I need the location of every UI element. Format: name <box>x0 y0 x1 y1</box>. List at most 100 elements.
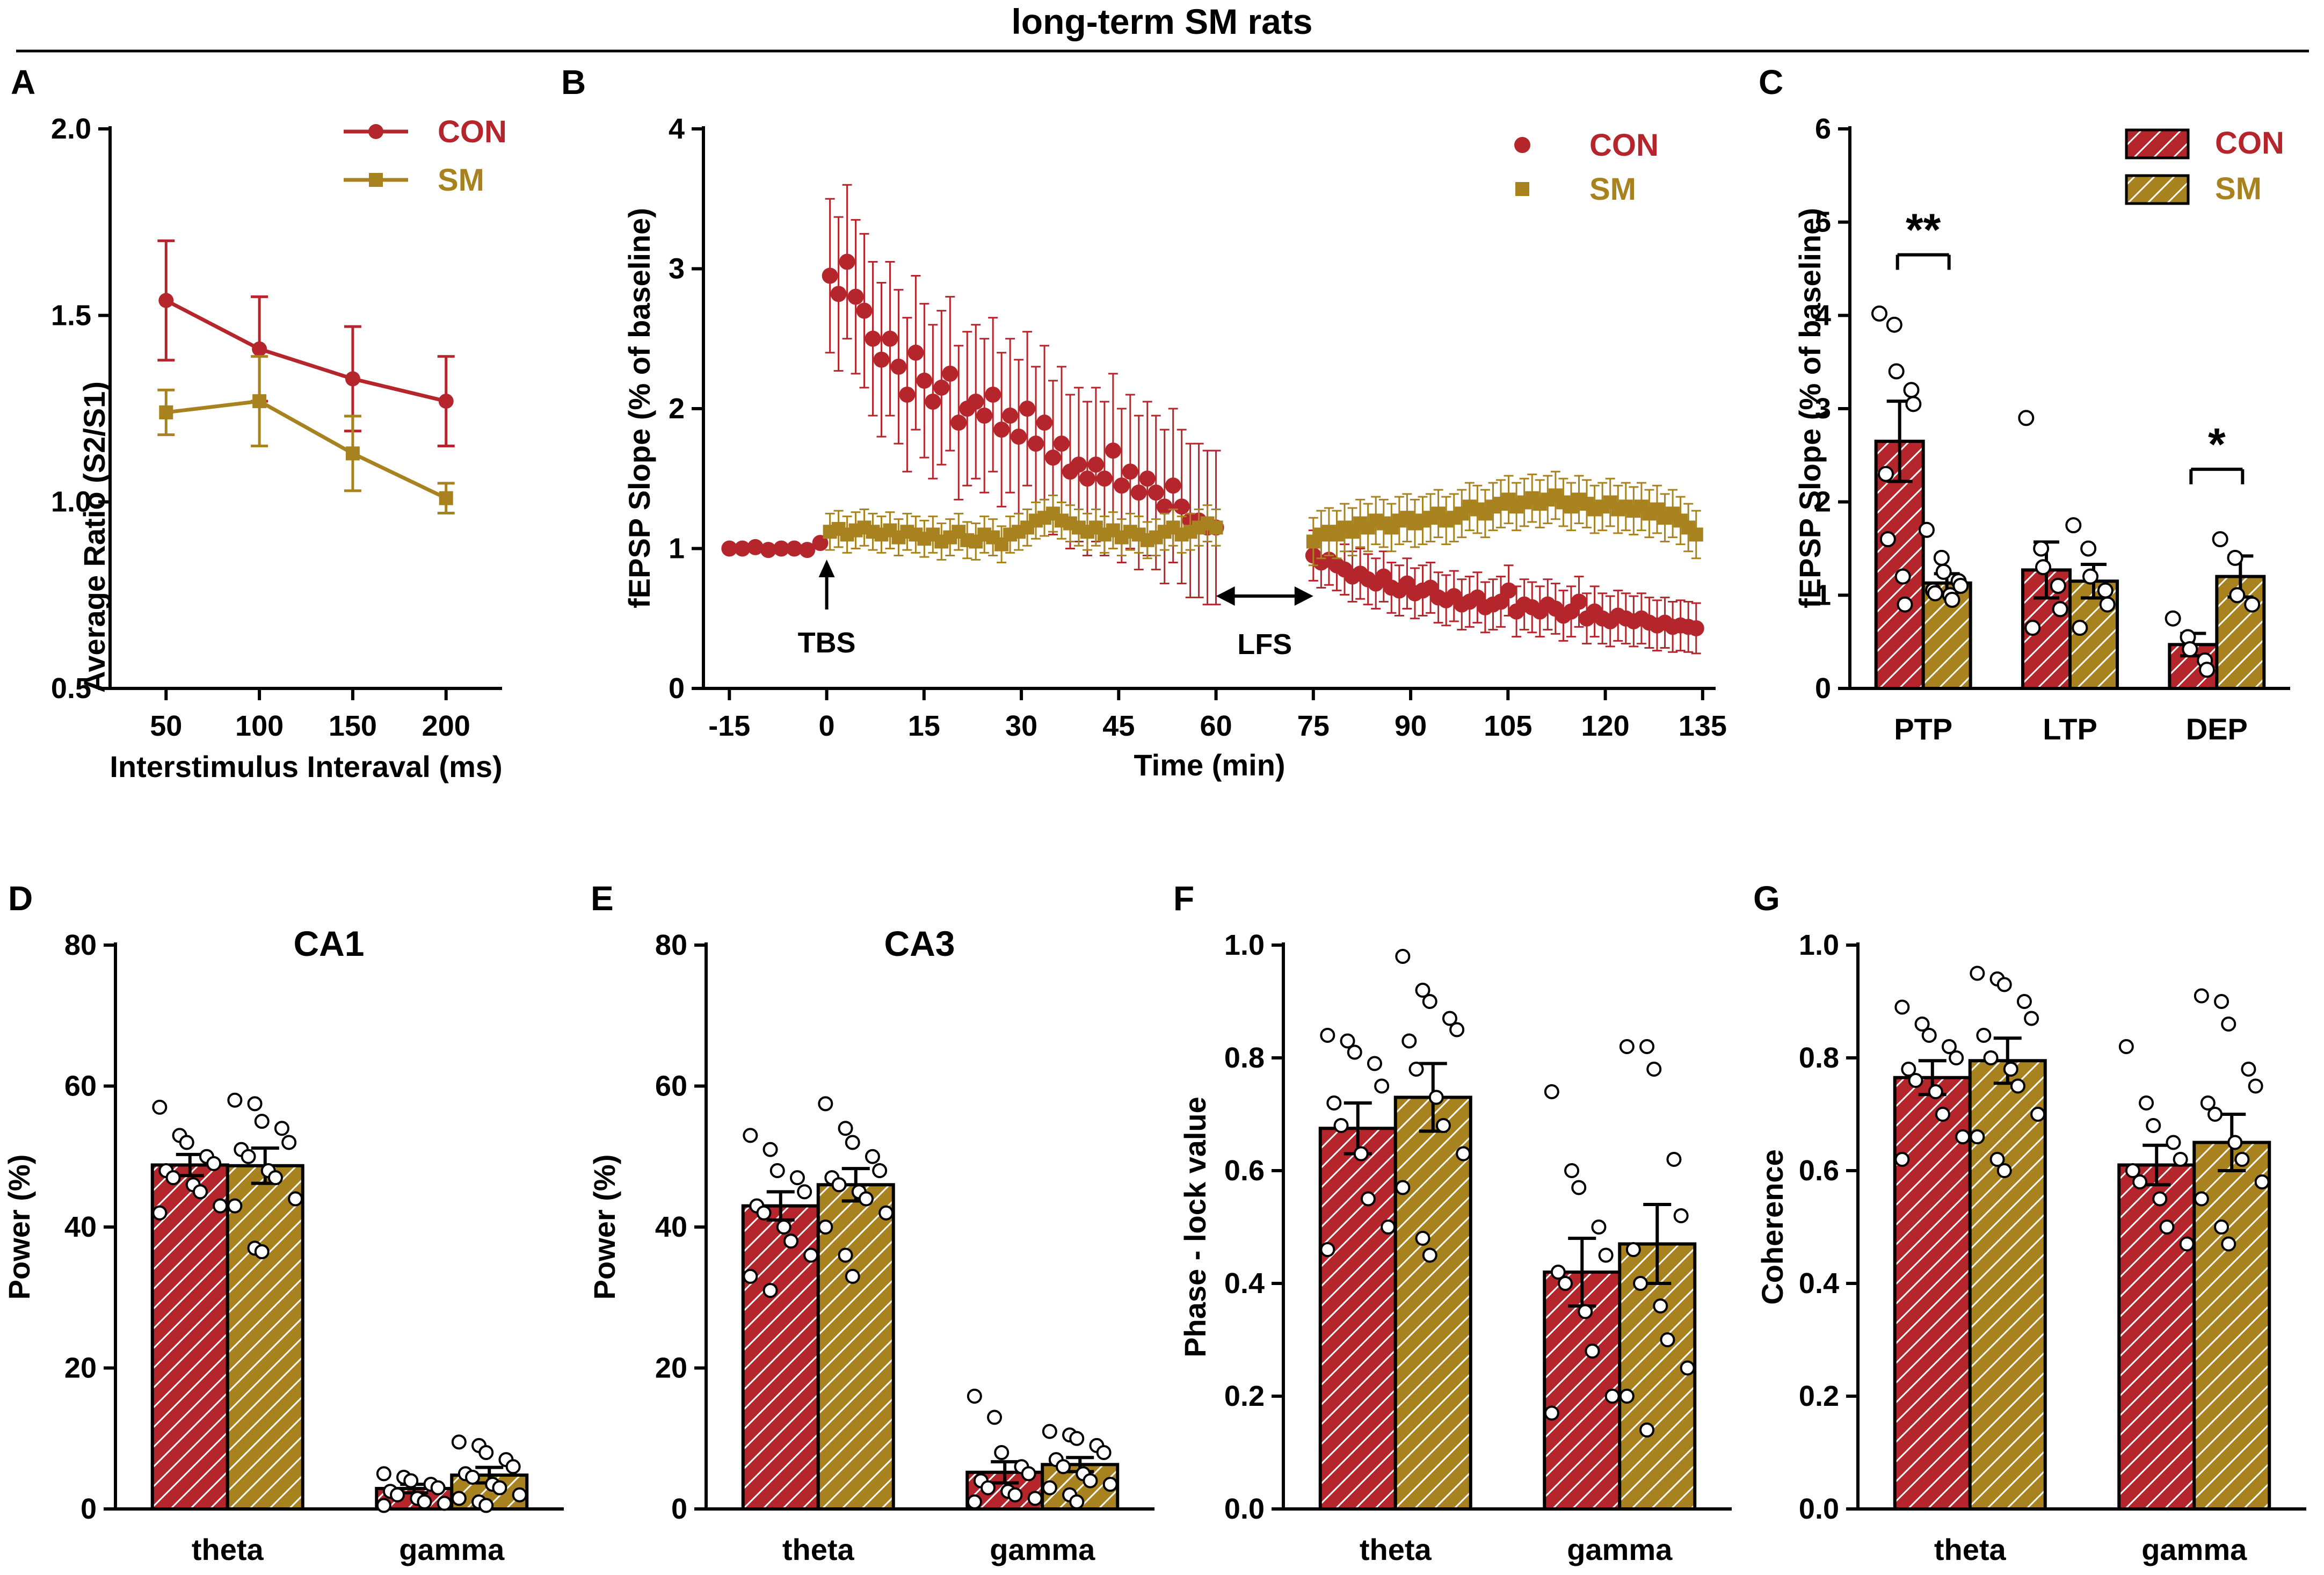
data-point <box>734 540 751 557</box>
data-point <box>2229 587 2246 604</box>
y-axis-label: fEPSP Slope (% of baseline) <box>1793 208 1827 608</box>
data-point <box>799 542 816 558</box>
bar-CON <box>2117 1163 2196 1511</box>
data-point <box>950 415 967 431</box>
data-point <box>227 1198 243 1214</box>
data-point <box>2030 1107 2046 1122</box>
y-axis-label: Power (%) <box>2 1155 36 1300</box>
data-point <box>2166 1135 2181 1150</box>
data-point <box>2165 610 2181 627</box>
data-point <box>783 1233 798 1249</box>
data-point <box>1901 1062 1916 1077</box>
data-point <box>1139 470 1156 487</box>
y-axis-label: Power (%) <box>587 1155 621 1300</box>
panel-letter: A <box>11 63 35 101</box>
data-point <box>2173 1152 2188 1167</box>
data-point <box>1320 1242 1335 1257</box>
data-point <box>1069 1494 1085 1509</box>
data-point <box>769 1163 785 1178</box>
data-point <box>1894 1152 1910 1167</box>
y-tick-label: 6 <box>1815 113 1831 145</box>
data-point <box>1079 470 1095 487</box>
data-point <box>1449 1022 1465 1037</box>
chart-panel-B: 0 1 2 3 4 fEPSP Slope (% of baseline) B -15 0 15 3… <box>561 63 1727 782</box>
y-tick-label: 0.8 <box>1224 1042 1265 1074</box>
x-tick-label: 0 <box>819 710 835 742</box>
y-tick-label: 40 <box>655 1211 687 1243</box>
data-point <box>756 1205 772 1221</box>
bar-SM <box>226 1164 304 1511</box>
data-point <box>158 293 174 308</box>
x-tick-label: 200 <box>422 710 470 742</box>
y-tick-label: 0.5 <box>51 672 91 705</box>
data-point <box>976 408 993 424</box>
y-tick-label: 20 <box>655 1352 687 1384</box>
data-point <box>165 1170 181 1186</box>
data-point <box>1633 1276 1648 1291</box>
legend-marker <box>1514 137 1530 153</box>
data-point <box>2024 1011 2039 1026</box>
data-point <box>1680 1360 1695 1376</box>
x-tick-label: 45 <box>1102 710 1135 742</box>
data-point <box>2212 531 2228 548</box>
data-point <box>1375 568 1392 585</box>
y-axis-label: Average Ratio (S2/S1) <box>77 381 111 693</box>
data-point <box>1042 1424 1057 1439</box>
data-point <box>281 1135 297 1150</box>
data-point <box>968 393 984 410</box>
category-label: theta <box>192 1533 264 1566</box>
data-point <box>2227 549 2243 566</box>
data-point <box>1952 577 1969 594</box>
data-point <box>192 1184 208 1200</box>
data-point <box>1083 1473 1098 1489</box>
data-point <box>2200 1095 2216 1111</box>
data-point <box>465 1469 481 1485</box>
y-tick-label: 0.0 <box>1224 1493 1265 1525</box>
data-point <box>1591 1220 1607 1235</box>
panel-letter: D <box>8 879 33 918</box>
data-point <box>2082 568 2098 585</box>
y-tick-label: 0.6 <box>1799 1155 1839 1187</box>
y-tick-label: 0 <box>81 1493 97 1525</box>
data-point <box>1027 1491 1043 1506</box>
data-point <box>417 1494 432 1509</box>
data-point <box>1918 521 1935 538</box>
data-point <box>1955 1129 1971 1144</box>
data-point <box>1894 568 1911 585</box>
data-point <box>2248 1078 2263 1094</box>
category-label: LTP <box>2043 712 2097 746</box>
category-label: theta <box>782 1533 855 1566</box>
chart-panel-C: 0 1 2 3 4 5 6 fEPSP Slope (% of baseline) C PTP LT… <box>1759 63 2290 746</box>
data-point <box>1320 1028 1335 1043</box>
x-tick-label: 135 <box>1679 710 1727 742</box>
bar-CON <box>1318 1127 1397 1511</box>
data-point <box>822 267 838 284</box>
annotation-lfs: LFS <box>1237 628 1292 661</box>
data-point <box>838 1247 853 1263</box>
data-point <box>2010 1078 2025 1094</box>
data-point <box>152 1205 168 1221</box>
data-point <box>1914 1017 1930 1032</box>
data-point <box>274 1121 289 1136</box>
data-point <box>1903 382 1920 398</box>
data-point <box>2097 582 2114 599</box>
data-point <box>254 1114 270 1129</box>
y-tick-label: 60 <box>64 1070 97 1102</box>
data-point <box>1886 316 1902 333</box>
data-point <box>1070 456 1087 473</box>
data-point <box>1970 1129 1985 1144</box>
x-tick-label: 50 <box>150 710 182 742</box>
data-point <box>1619 1039 1635 1054</box>
data-point <box>1165 477 1181 494</box>
data-point <box>1096 470 1113 487</box>
data-point <box>2194 1191 2209 1207</box>
x-tick-label: 100 <box>235 710 284 742</box>
y-tick-label: 60 <box>655 1070 687 1102</box>
y-tick-label: 80 <box>655 929 687 961</box>
data-point <box>1415 1231 1430 1246</box>
data-point <box>492 1480 507 1496</box>
category-label: DEP <box>2186 712 2248 746</box>
y-tick-label: 0 <box>671 1493 687 1525</box>
legend-label: CON <box>2215 126 2284 161</box>
data-point <box>2132 1174 2148 1189</box>
